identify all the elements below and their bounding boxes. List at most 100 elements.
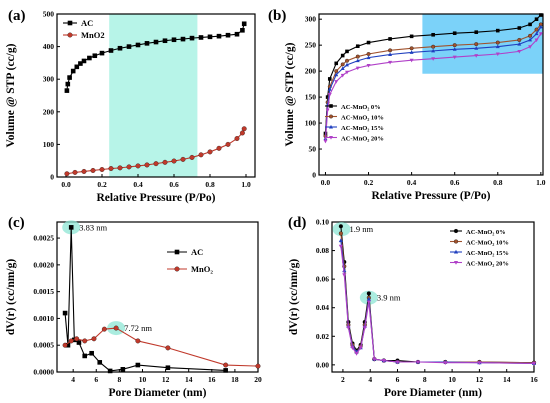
- x-tick-label: 0.4: [133, 180, 143, 189]
- data-point-1-1: [72, 169, 78, 175]
- data-point-legend-2: [329, 124, 333, 129]
- data-point-0-6: [355, 44, 360, 48]
- data-point-2-7: [366, 55, 371, 60]
- data-point-0-25: [240, 28, 245, 33]
- data-point-1-7: [126, 164, 132, 170]
- data-point-3-7: [366, 63, 371, 68]
- data-point-0-13: [495, 28, 500, 33]
- data-point-0-5: [82, 353, 88, 359]
- y-tick-label: 0.00: [316, 360, 329, 369]
- x-axis-title: Pore Diameter (nm): [109, 387, 207, 399]
- legend-label: AC-MnO₂ 10%: [341, 115, 384, 122]
- data-point-1-12: [474, 42, 479, 47]
- data-point-legend-1: [67, 32, 73, 38]
- data-point-1-6: [355, 54, 360, 59]
- x-tick-label: 16: [208, 375, 216, 384]
- data-point-3-6: [355, 66, 360, 71]
- data-point-2-16: [534, 31, 539, 36]
- x-tick-label: 0.4: [407, 178, 417, 187]
- plot-frame: [56, 221, 259, 373]
- data-point-0-11: [117, 45, 123, 51]
- data-point-1-6: [113, 325, 119, 331]
- data-point-2-14: [517, 41, 522, 46]
- y-tick-label: 0.10: [316, 218, 329, 227]
- data-point-1-10: [431, 44, 436, 49]
- data-point-0-7: [87, 55, 92, 61]
- data-point-0-10: [431, 32, 435, 37]
- data-point-0-4: [74, 64, 80, 70]
- y-tick-label: 0.02: [316, 332, 329, 341]
- data-point-1-10: [153, 161, 159, 167]
- data-point-1-21: [241, 126, 247, 132]
- data-point-3-1: [325, 108, 330, 113]
- x-tick-label: 0.6: [169, 180, 179, 189]
- x-tick-label: 14: [503, 375, 511, 384]
- data-point-1-15: [528, 33, 533, 38]
- data-point-0-11: [165, 365, 171, 371]
- data-point-2-13: [495, 44, 500, 49]
- data-point-1-14: [517, 38, 522, 42]
- data-point-2-4: [340, 66, 345, 70]
- data-point-0-13: [135, 42, 141, 48]
- legend-label: AC-MnO₂ 0%: [341, 104, 381, 111]
- data-point-0-18: [180, 36, 186, 42]
- x-tick-label: 0.8: [205, 180, 215, 189]
- plot-frame: [318, 13, 544, 176]
- chart-panel-2: 0.0 0.2 0.4 0.6 0.8 1.0 0 50 100 150 200 250 300 (b) R…: [268, 8, 546, 202]
- data-point-2-12: [474, 46, 479, 50]
- y-tick-label: 0.0020: [33, 260, 54, 269]
- data-point-0-4: [340, 53, 345, 58]
- data-point-3-7: [366, 300, 371, 305]
- data-point-1-3: [90, 168, 96, 173]
- data-point-1-19: [234, 136, 240, 141]
- annotation-label: 3.9 nm: [377, 293, 401, 303]
- data-point-3-14: [517, 49, 522, 54]
- data-point-1-5: [101, 326, 107, 332]
- data-point-1-8: [135, 163, 141, 169]
- data-point-3-12: [443, 361, 448, 365]
- data-point-3-0: [323, 139, 328, 144]
- data-point-0-1: [65, 342, 71, 348]
- x-tick-label: 16: [530, 375, 538, 384]
- data-point-2-6: [355, 58, 360, 63]
- data-point-1-2: [74, 336, 80, 342]
- x-tick-label: 0.2: [364, 178, 374, 187]
- data-point-3-1: [342, 273, 347, 278]
- x-tick-label: 1.0: [536, 178, 546, 187]
- data-point-0-1: [65, 81, 71, 87]
- x-tick-label: 0.2: [97, 180, 107, 189]
- plot-frame: [331, 221, 535, 373]
- data-point-3-8: [388, 60, 393, 65]
- data-point-1-3: [82, 338, 88, 344]
- legend-label: AC-MnO₂ 15%: [466, 250, 509, 257]
- data-point-2-15: [528, 37, 533, 42]
- data-point-3-11: [415, 360, 421, 365]
- data-point-2-0: [338, 238, 343, 243]
- x-tick-label: 1.0: [241, 180, 251, 189]
- legend-label: MnO₂: [191, 264, 213, 274]
- data-point-1-13: [495, 40, 500, 45]
- data-point-0-9: [120, 367, 126, 372]
- data-point-1-11: [452, 43, 457, 48]
- x-axis-title: Relative Pressure (P/Po): [371, 190, 490, 202]
- data-point-3-2: [327, 93, 332, 97]
- x-tick-label: 0.0: [321, 178, 331, 187]
- data-point-1-2: [81, 169, 87, 174]
- data-point-3-11: [452, 55, 457, 60]
- y-axis-title: Volume @ STP (cc/g): [284, 42, 296, 146]
- x-tick-label: 0.0: [61, 180, 71, 189]
- data-point-3-10: [431, 57, 436, 61]
- data-point-1-11: [162, 159, 168, 165]
- data-point-0-6: [89, 350, 94, 356]
- data-point-3-9: [409, 58, 414, 63]
- data-point-0-2: [67, 75, 72, 80]
- y-axis-title-a: Volume @ STP (cc/g): [5, 43, 17, 147]
- data-point-0-0: [64, 88, 70, 93]
- x-tick-label: 0.8: [493, 178, 503, 187]
- y-tick-label: 0.04: [316, 303, 329, 312]
- x-tick-label: 18: [231, 375, 239, 384]
- chart-panel-1: 0.0 0.2 0.4 0.6 0.8 1.0 0 100 200 300 400 500 (a) Rel…: [8, 8, 256, 204]
- data-point-0-19: [189, 35, 195, 41]
- x-tick-label: 12: [162, 375, 170, 384]
- data-point-0-3: [70, 68, 76, 74]
